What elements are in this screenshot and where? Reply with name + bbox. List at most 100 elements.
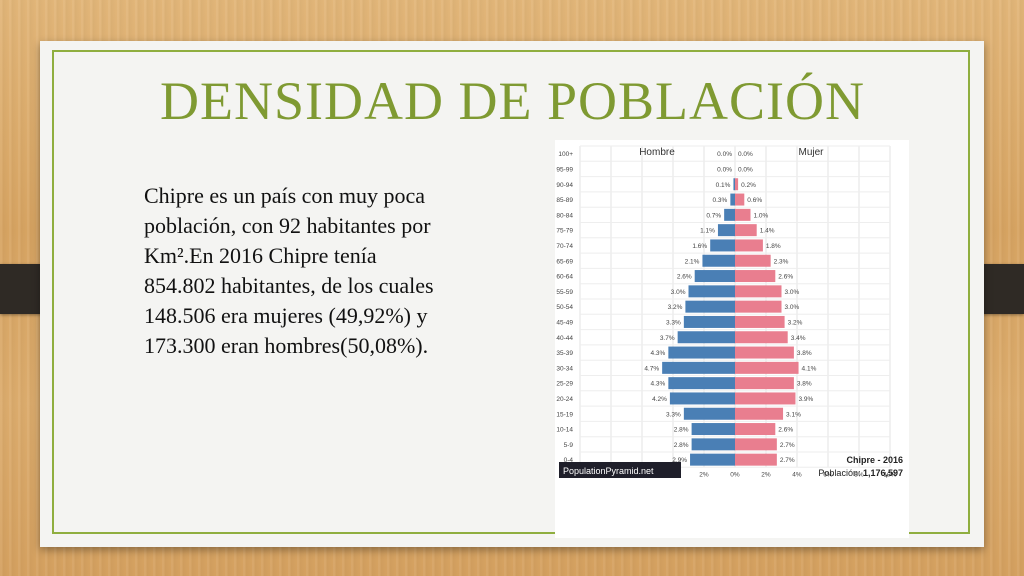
x-tick-label: 0% <box>730 471 740 478</box>
bar-mujer <box>735 285 782 298</box>
age-label: 85-89 <box>556 197 573 204</box>
value-label-mujer: 1.0% <box>754 212 769 219</box>
value-label-hombre: 3.0% <box>671 289 686 296</box>
value-label-mujer: 3.4% <box>791 335 806 342</box>
bar-mujer <box>735 193 745 206</box>
value-label-hombre: 2.9% <box>672 457 687 464</box>
value-label-mujer: 3.9% <box>798 396 813 403</box>
bar-hombre <box>690 453 735 466</box>
slide-body-text: Chipre es un país con muy poca población… <box>144 183 434 358</box>
bar-hombre <box>668 346 735 359</box>
value-label-hombre: 3.3% <box>666 411 681 418</box>
value-label-hombre: 0.0% <box>717 166 732 173</box>
age-label: 50-54 <box>556 304 573 311</box>
value-label-mujer: 0.0% <box>738 166 753 173</box>
bar-mujer <box>735 300 782 313</box>
age-label: 25-29 <box>556 381 573 388</box>
x-tick-label: 6% <box>823 471 833 478</box>
value-label-hombre: 4.3% <box>651 381 666 388</box>
bar-hombre <box>683 407 735 420</box>
legend-hombre: Hombre <box>639 147 675 158</box>
value-label-hombre: 2.8% <box>674 442 689 449</box>
value-label-hombre: 1.6% <box>692 243 707 250</box>
age-label: 0-4 <box>564 457 574 464</box>
value-label-hombre: 0.7% <box>706 212 721 219</box>
age-label: 80-84 <box>556 212 573 219</box>
bar-mujer <box>735 315 785 328</box>
value-label-mujer: 3.0% <box>785 289 800 296</box>
bar-mujer <box>735 254 771 267</box>
x-tick-label: 2% <box>699 471 709 478</box>
bar-hombre <box>730 193 735 206</box>
value-label-mujer: 2.3% <box>774 258 789 265</box>
value-label-hombre: 4.3% <box>651 350 666 357</box>
value-label-mujer: 3.2% <box>788 319 803 326</box>
age-label: 45-49 <box>556 319 573 326</box>
bar-mujer <box>735 178 739 191</box>
bar-mujer <box>735 224 757 237</box>
age-label: 10-14 <box>556 427 573 434</box>
bar-mujer <box>735 423 776 436</box>
age-label: 95-99 <box>556 166 573 173</box>
bar-mujer <box>735 377 794 390</box>
bar-hombre <box>733 178 735 191</box>
bar-mujer <box>735 438 777 451</box>
value-label-mujer: 2.7% <box>780 442 795 449</box>
bar-mujer <box>735 239 763 252</box>
age-label: 15-19 <box>556 411 573 418</box>
bar-mujer <box>735 346 794 359</box>
value-label-mujer: 1.4% <box>760 228 775 235</box>
bar-hombre <box>669 392 735 405</box>
bar-hombre <box>717 224 735 237</box>
population-pyramid-chart: Hombre Mujer 100+ 0.0% 0.0% 95-99 0.0% 0.0% 90-9… <box>555 140 909 538</box>
value-label-hombre: 3.7% <box>660 335 675 342</box>
bar-mujer <box>735 407 784 420</box>
value-label-mujer: 3.8% <box>797 350 812 357</box>
value-label-mujer: 4.1% <box>802 365 817 372</box>
value-label-hombre: 3.3% <box>666 319 681 326</box>
bar-hombre <box>710 239 735 252</box>
age-label: 75-79 <box>556 228 573 235</box>
x-tick-label: 4% <box>792 471 802 478</box>
value-label-mujer: 1.8% <box>766 243 781 250</box>
value-label-hombre: 0.0% <box>717 151 732 158</box>
value-label-hombre: 1.1% <box>700 228 715 235</box>
bar-mujer <box>735 361 799 374</box>
age-label: 55-59 <box>556 289 573 296</box>
value-label-hombre: 0.3% <box>713 197 728 204</box>
bar-hombre <box>685 300 735 313</box>
value-label-hombre: 4.7% <box>644 365 659 372</box>
value-label-hombre: 2.6% <box>677 274 692 281</box>
bar-mujer <box>735 331 788 344</box>
x-tick-label: 8% <box>854 471 864 478</box>
age-label: 5-9 <box>564 442 574 449</box>
population-prefix: Población: <box>818 468 863 478</box>
age-label: 35-39 <box>556 350 573 357</box>
bar-hombre <box>662 361 735 374</box>
value-label-hombre: 2.8% <box>674 427 689 434</box>
age-label: 65-69 <box>556 258 573 265</box>
value-label-mujer: 3.8% <box>797 381 812 388</box>
bar-hombre <box>691 438 735 451</box>
x-tick-label: 10% <box>883 471 896 478</box>
legend-mujer: Mujer <box>798 147 824 158</box>
value-label-hombre: 4.2% <box>652 396 667 403</box>
bar-hombre <box>688 285 735 298</box>
bar-mujer <box>735 270 776 283</box>
value-label-hombre: 3.2% <box>668 304 683 311</box>
bar-hombre <box>691 423 735 436</box>
value-label-mujer: 2.7% <box>780 457 795 464</box>
bar-hombre <box>683 315 735 328</box>
bar-hombre <box>702 254 735 267</box>
population-total: Población: 1,176,597 <box>818 468 903 478</box>
age-label: 30-34 <box>556 365 573 372</box>
age-label: 100+ <box>558 151 573 158</box>
bar-mujer <box>735 392 796 405</box>
value-label-mujer: 3.1% <box>786 411 801 418</box>
age-label: 20-24 <box>556 396 573 403</box>
population-value: 1,176,597 <box>863 468 903 478</box>
source-label: PopulationPyramid.net <box>563 466 654 476</box>
bar-mujer <box>735 208 751 221</box>
value-label-mujer: 3.0% <box>785 304 800 311</box>
value-label-mujer: 2.6% <box>778 274 793 281</box>
